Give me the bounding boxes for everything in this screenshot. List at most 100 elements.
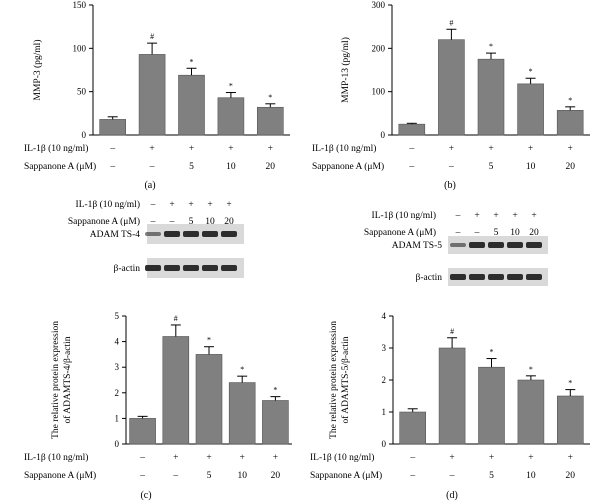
panel-0-treatment-1-4: 20 xyxy=(266,162,276,172)
blot-2-band-0-4 xyxy=(221,231,237,237)
panel-2-treatment-label-0: IL-1β (10 ng/ml) xyxy=(24,452,88,463)
blot-2-treatment-1-4: 20 xyxy=(224,217,234,227)
panel-3-treatment-0-3: + xyxy=(528,453,533,463)
blot-3-band-0-0 xyxy=(450,243,466,247)
panel-1-letter: (b) xyxy=(444,180,456,191)
panel-1-treatment-label-1: Sappanone A (μM) xyxy=(312,161,384,172)
panel-0-ytick-label: 150 xyxy=(73,0,87,10)
blot-3-treatment-0-2: + xyxy=(493,211,498,221)
blot-3-band-1-3 xyxy=(507,274,523,280)
panel-0-treatment-label-1: Sappanone A (μM) xyxy=(24,161,96,172)
panel-1-treatment-0-4: + xyxy=(568,144,573,154)
panel-0-treatment-0-4: + xyxy=(268,144,273,154)
panel-3-letter: (d) xyxy=(446,490,458,501)
panel-0-treatment-1-2: 5 xyxy=(189,162,194,172)
panel-3-bar-0 xyxy=(399,411,427,445)
panel-1-sig-1: # xyxy=(449,18,453,27)
panel-2-bar-4 xyxy=(262,400,289,445)
panel-0-bar-1 xyxy=(138,54,166,136)
panel-2-treatment-1-1: – xyxy=(172,471,178,481)
panel-3-sig-1: # xyxy=(450,327,454,336)
panel-3-treatment-label-1: Sappanone A (μM) xyxy=(310,470,382,481)
panel-1-treatment-0-3: + xyxy=(528,144,533,154)
panel-3-ytick-label: 0 xyxy=(382,439,387,449)
blot-2-treatment-1-2: 5 xyxy=(189,217,194,227)
blot-3-band-0-2 xyxy=(488,242,504,248)
panel-1-treatment-1-3: 10 xyxy=(526,162,536,172)
panel-2-y-label-line2: of ADAMTS-4/β-actin xyxy=(62,336,73,423)
panel-0-sig-4: * xyxy=(268,93,272,102)
blot-2-treatment-0-0: – xyxy=(150,200,156,210)
panel-1-treatment-1-2: 5 xyxy=(489,162,494,172)
panel-3-treatment-1-3: 10 xyxy=(526,471,536,481)
panel-3-treatment-0-4: + xyxy=(568,453,573,463)
panel-2-ytick-label: 1 xyxy=(115,413,120,423)
panel-2-y-label-line1: The relative protein expression xyxy=(51,321,61,439)
panel-1-y-label: MMP-13 (pg/ml) xyxy=(340,37,351,103)
panel-2-treatment-0-2: + xyxy=(206,453,211,463)
blot-3-treatment-label-1: Sappanone A (μM) xyxy=(364,227,436,238)
panel-2-sig-1: # xyxy=(174,314,178,323)
blot-3-band-0-4 xyxy=(526,242,542,248)
panel-2-ytick-label: 0 xyxy=(115,439,120,449)
panel-3-sig-2: * xyxy=(490,348,494,357)
panel-1-treatment-1-1: – xyxy=(448,162,454,172)
panel-1-ytick-label: 300 xyxy=(372,0,386,10)
blot-3-band-1-4 xyxy=(526,274,542,280)
panel-0-treatment-0-3: + xyxy=(228,144,233,154)
panel-3-sig-4: * xyxy=(568,379,572,388)
panel-2-treatment-0-1: + xyxy=(173,453,178,463)
blot-2-band-1-3 xyxy=(202,265,218,271)
blot-2-band-1-2 xyxy=(183,265,199,271)
blot-3-band-1-0 xyxy=(450,274,466,280)
panel-2-treatment-label-1: Sappanone A (μM) xyxy=(24,470,96,481)
panel-3-treatment-0-0: – xyxy=(409,453,415,463)
panel-1-treatment-0-1: + xyxy=(449,144,454,154)
panel-2-bar-0 xyxy=(129,418,156,445)
blot-2-band-1-0 xyxy=(145,265,161,271)
panel-1-sig-3: * xyxy=(529,67,533,76)
blot-3-band-label-1: β-actin xyxy=(416,273,443,283)
panel-2-letter: (c) xyxy=(140,490,151,501)
blot-3-treatment-0-1: + xyxy=(474,211,479,221)
panel-2-ytick-label: 4 xyxy=(115,337,120,347)
panel-3-bar-1 xyxy=(438,347,466,445)
panel-3-sig-3: * xyxy=(529,365,533,374)
panel-3-treatment-0-1: + xyxy=(449,453,454,463)
panel-3-bar-3 xyxy=(517,379,545,445)
panel-1-ytick-label: 0 xyxy=(381,130,386,140)
panel-3-bar-4 xyxy=(556,395,584,445)
blot-3-band-1-2 xyxy=(488,274,504,280)
blot-2-band-0-0 xyxy=(145,232,161,236)
panel-3-ytick-label: 4 xyxy=(382,311,387,321)
blot-3-treatment-1-2: 5 xyxy=(494,228,499,238)
blot-2-treatment-0-2: + xyxy=(188,200,193,210)
blot-2-band-label-0: ADAM TS-4 xyxy=(90,230,140,240)
blot-2-treatment-label-0: IL-1β (10 ng/ml) xyxy=(76,199,140,210)
panel-0-sig-1: # xyxy=(150,32,154,41)
panel-3-bar-2 xyxy=(478,366,505,445)
panel-0-treatment-label-0: IL-1β (10 ng/ml) xyxy=(24,143,88,154)
panel-1-treatment-1-4: 20 xyxy=(565,162,575,172)
panel-3-ytick-label: 3 xyxy=(382,343,387,353)
blot-2-band-label-1: β-actin xyxy=(114,264,141,274)
blot-2-treatment-0-1: + xyxy=(169,200,174,210)
panel-2-treatment-0-3: + xyxy=(240,453,245,463)
panel-1-bar-1 xyxy=(438,39,465,136)
blot-2-treatment-1-1: – xyxy=(169,217,175,227)
panel-0-treatment-1-3: 10 xyxy=(226,162,236,172)
blot-3-treatment-1-0: – xyxy=(455,228,461,238)
blot-3-band-label-0: ADAM TS-5 xyxy=(392,241,442,251)
panel-1-ytick-label: 200 xyxy=(372,43,386,53)
panel-3-treatment-0-2: + xyxy=(489,453,494,463)
panel-2-bar-1 xyxy=(162,336,190,445)
panel-2-ytick-label: 3 xyxy=(115,362,120,372)
panel-0-ytick-label: 0 xyxy=(82,130,87,140)
panel-1-bar-4 xyxy=(556,110,584,136)
panel-1-bar-0 xyxy=(398,123,426,136)
panel-0-treatment-1-1: – xyxy=(149,162,155,172)
blot-2-band-0-1 xyxy=(164,231,180,237)
panel-0-sig-2: * xyxy=(190,57,194,66)
panel-1-bar-2 xyxy=(477,58,505,136)
